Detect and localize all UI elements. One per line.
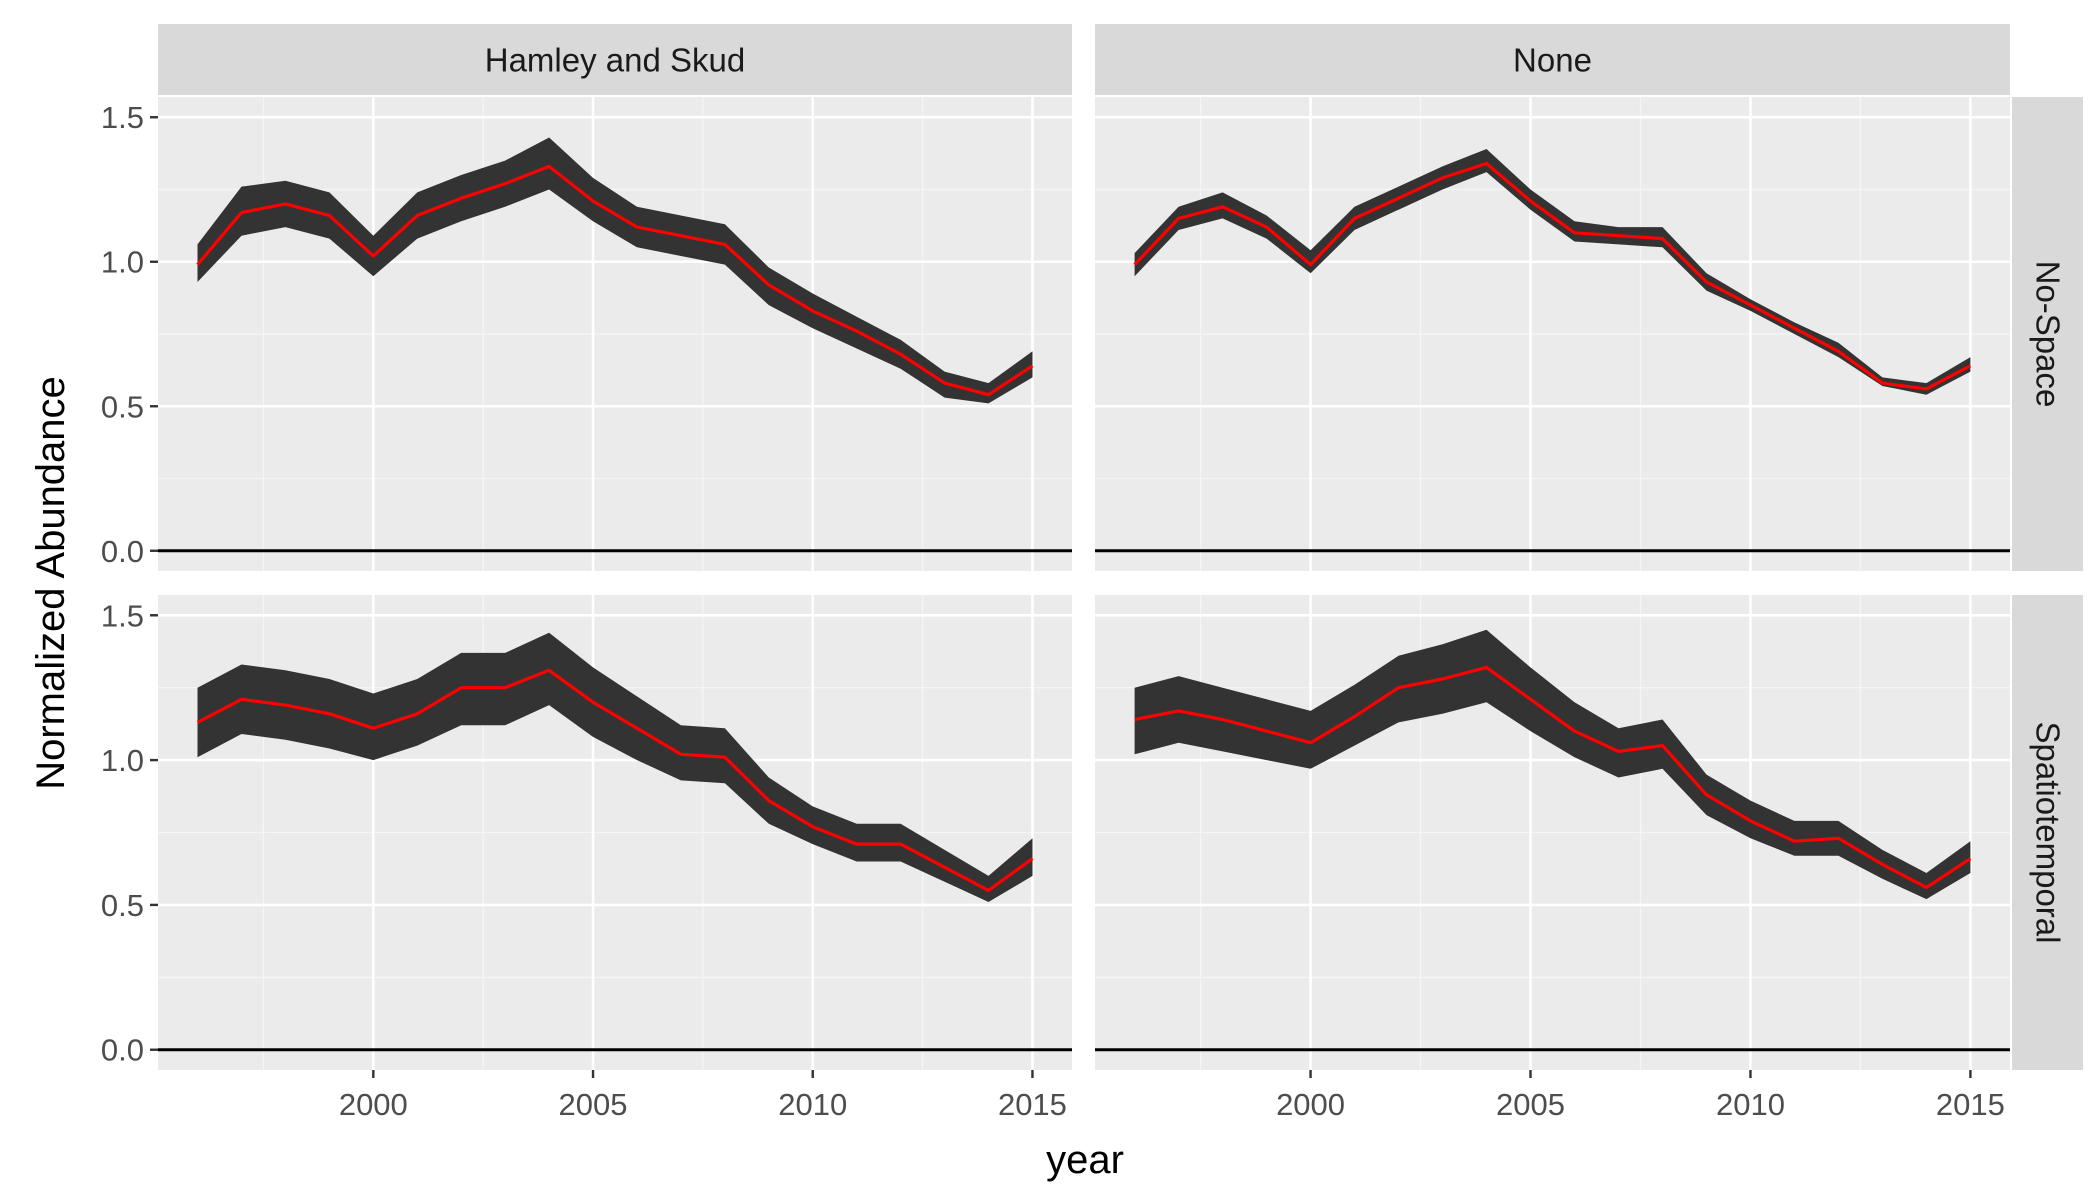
- panel-none-spatiotemporal: [1095, 595, 2010, 1070]
- x-tick-label: 2000: [1276, 1087, 1345, 1122]
- y-tick-label: 0.0: [101, 1033, 144, 1068]
- column-strip-label: Hamley and Skud: [485, 42, 745, 79]
- strips-layer: Hamley and Skud None No-Space Spatiotempora…: [158, 24, 2083, 1070]
- column-strip-hamley-and-skud: [158, 24, 1072, 95]
- column-strip-none: [1095, 24, 2010, 95]
- confidence-ribbon: [1134, 629, 1971, 900]
- x-tick-label: 2005: [559, 1087, 628, 1122]
- row-strip-no-space: [2012, 97, 2083, 571]
- panel-none-no-space: [1095, 97, 2010, 571]
- y-axis-title: Normalized Abundance: [29, 376, 73, 790]
- y-tick-label: 1.5: [101, 100, 144, 135]
- row-strip-spatiotemporal: [2012, 595, 2083, 1070]
- estimate-line: [1134, 665, 1972, 890]
- x-tick-label: 2015: [1936, 1087, 2005, 1122]
- panel-hamley-and-skud-spatiotemporal: [158, 595, 1072, 1070]
- column-strip-label: None: [1513, 42, 1592, 79]
- y-tick-label: 0.0: [101, 534, 144, 569]
- y-tick-label: 0.5: [101, 888, 144, 923]
- x-tick-label: 2010: [1716, 1087, 1785, 1122]
- x-tick-label: 2010: [778, 1087, 847, 1122]
- estimate-line: [196, 668, 1034, 893]
- panels-layer: [158, 97, 2010, 1070]
- row-strip-label: No-Space: [2030, 261, 2067, 408]
- x-tick-label: 2000: [339, 1087, 408, 1122]
- estimate-line: [1133, 161, 1972, 391]
- row-strip-label: Spatiotemporal: [2030, 722, 2067, 944]
- axes-layer: 0.0 0.5 1.0 1.5 0.0 0.5 1.0 1.5 2000 2005 2010 2015…: [101, 100, 2005, 1122]
- x-tick-label: 2005: [1496, 1087, 1565, 1122]
- estimate-line: [196, 164, 1034, 397]
- panel-hamley-and-skud-no-space: [158, 97, 1072, 571]
- x-axis-title: year: [1046, 1138, 1124, 1182]
- y-tick-label: 1.0: [101, 743, 144, 778]
- y-tick-label: 1.0: [101, 245, 144, 280]
- confidence-ribbon: [197, 137, 1033, 404]
- y-tick-label: 1.5: [101, 598, 144, 633]
- y-tick-label: 0.5: [101, 389, 144, 424]
- x-tick-label: 2015: [998, 1087, 1067, 1122]
- confidence-ribbon: [197, 632, 1033, 902]
